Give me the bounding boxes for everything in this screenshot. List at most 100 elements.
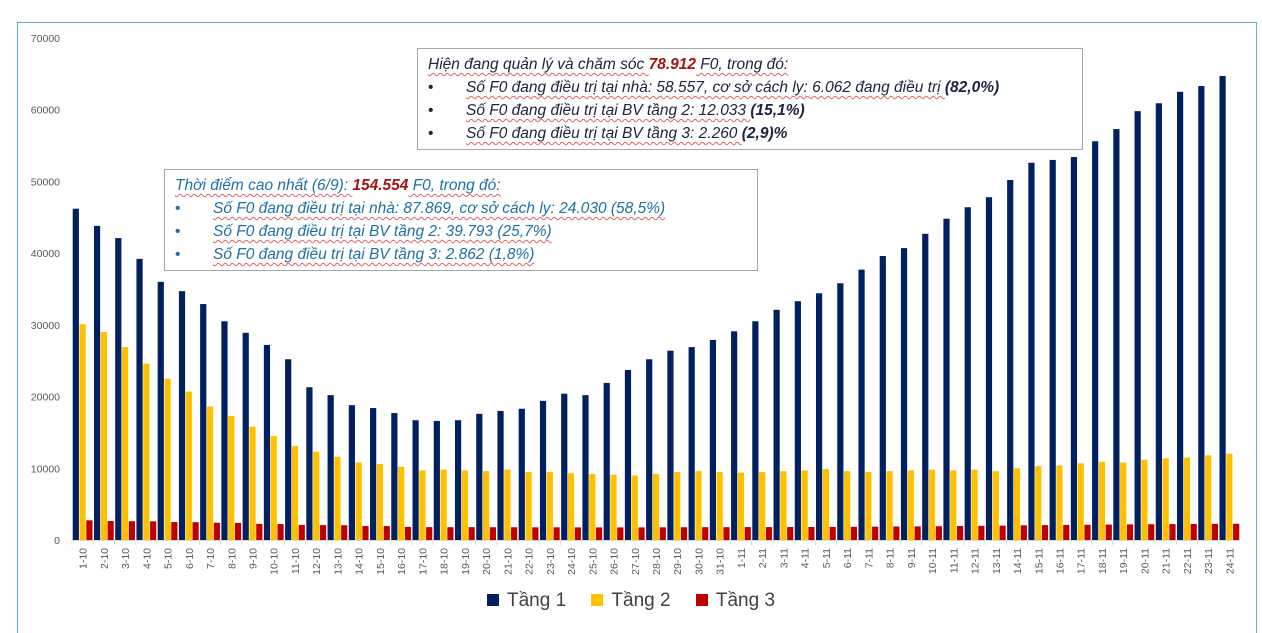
line-percent: (2,9)% bbox=[741, 125, 788, 142]
bar-tang-1-1-10 bbox=[72, 208, 79, 540]
x-tick-label: 2-10 bbox=[99, 548, 111, 569]
bar-tang-3-27-10 bbox=[638, 527, 645, 540]
bar-tang-1-10-10 bbox=[263, 344, 271, 540]
bar-tang-1-7-10 bbox=[200, 304, 207, 540]
x-tick-label: 21-11 bbox=[1161, 548, 1173, 574]
x-tick-label: 24-10 bbox=[566, 548, 578, 575]
bar-tang-2-19-11 bbox=[1120, 462, 1127, 540]
x-tick-label: 20-11 bbox=[1139, 548, 1151, 574]
bar-tang-1-24-11 bbox=[1219, 76, 1226, 540]
bar-tang-1-2-10 bbox=[93, 225, 101, 541]
bar-tang-2-24-10 bbox=[567, 473, 575, 540]
bar-tang-2-5-11 bbox=[822, 469, 829, 540]
bullet-icon: • bbox=[175, 246, 181, 263]
bullet-icon: • bbox=[175, 223, 181, 240]
x-tick-label: 31-10 bbox=[715, 548, 727, 575]
annotation-line: • Số F0 đang điều trị tại BV tầng 3: 2.86… bbox=[175, 243, 747, 266]
line-text: Số F0 đang điều trị tại BV tầng 2: 12.03… bbox=[466, 102, 751, 119]
bullet-icon: • bbox=[428, 102, 434, 119]
bar-tang-3-11-11 bbox=[957, 526, 964, 540]
chart-frame bbox=[17, 22, 1257, 633]
x-tick-label: 13-11 bbox=[991, 548, 1003, 574]
bar-tang-1-24-10 bbox=[561, 393, 568, 540]
bar-tang-2-2-10 bbox=[100, 332, 107, 540]
bar-tang-2-18-10 bbox=[440, 469, 447, 540]
bar-tang-2-3-11 bbox=[780, 471, 787, 540]
bar-tang-2-19-10 bbox=[461, 470, 468, 540]
x-tick-label: 30-10 bbox=[693, 548, 705, 575]
line-percent: (82,0%) bbox=[944, 79, 1000, 96]
bar-tang-3-9-10 bbox=[256, 523, 263, 540]
bar-tang-2-6-10 bbox=[185, 391, 192, 540]
bar-tang-3-20-10 bbox=[489, 527, 497, 540]
bar-tang-1-22-11 bbox=[1177, 91, 1184, 541]
x-tick-label: 18-11 bbox=[1097, 548, 1109, 574]
bar-tang-2-6-11 bbox=[844, 471, 851, 540]
bar-tang-2-2-11 bbox=[759, 471, 766, 540]
bar-tang-1-14-11 bbox=[1007, 179, 1014, 540]
bar-tang-3-12-11 bbox=[978, 525, 985, 540]
bar-tang-3-14-11 bbox=[1020, 525, 1027, 540]
bar-tang-2-21-11 bbox=[1162, 458, 1169, 540]
bar-tang-3-9-11 bbox=[914, 526, 921, 540]
x-tick-label: 19-11 bbox=[1118, 548, 1130, 574]
x-tick-label: 24-11 bbox=[1224, 548, 1236, 574]
bar-tang-1-11-10 bbox=[285, 359, 292, 540]
bar-tang-2-7-10 bbox=[206, 406, 214, 540]
bar-tang-2-3-10 bbox=[121, 347, 129, 540]
line-text: Số F0 đang điều trị tại BV tầng 3: 2.862… bbox=[213, 246, 535, 263]
bar-tang-1-20-10 bbox=[476, 413, 483, 540]
bar-tang-1-28-10 bbox=[646, 359, 653, 540]
bar-tang-3-19-11 bbox=[1126, 524, 1134, 540]
annotation-title-suffix: F0, trong đó: bbox=[696, 56, 789, 73]
bar-tang-1-20-11 bbox=[1134, 111, 1141, 541]
x-tick-label: 8-10 bbox=[226, 548, 238, 569]
bar-tang-2-13-11 bbox=[992, 471, 999, 540]
x-tick-label: 7-11 bbox=[863, 548, 875, 568]
bar-tang-1-3-10 bbox=[115, 238, 122, 540]
bar-tang-2-27-10 bbox=[631, 475, 638, 540]
x-tick-label: 7-10 bbox=[205, 548, 217, 569]
bar-tang-1-10-11 bbox=[922, 233, 929, 540]
bar-tang-3-16-11 bbox=[1063, 524, 1070, 540]
x-tick-label: 27-10 bbox=[630, 548, 642, 575]
current-status-annotation: Hiện đang quản lý và chăm sóc 78.912 F0,… bbox=[417, 48, 1083, 150]
bar-tang-3-2-10 bbox=[107, 520, 114, 540]
bar-tang-2-4-10 bbox=[143, 363, 150, 540]
bar-tang-2-21-10 bbox=[504, 469, 511, 540]
line-percent: (15,1%) bbox=[750, 102, 805, 119]
y-tick-label: 70000 bbox=[31, 33, 60, 45]
line-text: Số F0 đang điều trị tại BV tầng 3: 2.260 bbox=[466, 125, 742, 142]
bar-tang-3-20-11 bbox=[1148, 524, 1155, 540]
bar-tang-1-27-10 bbox=[624, 370, 632, 540]
bar-tang-3-21-11 bbox=[1169, 524, 1176, 540]
bar-tang-2-22-10 bbox=[525, 471, 532, 540]
x-tick-label: 15-11 bbox=[1033, 548, 1045, 574]
bar-tang-3-7-10 bbox=[213, 522, 220, 540]
bar-tang-2-1-11 bbox=[737, 472, 745, 540]
x-tick-label: 12-11 bbox=[970, 548, 982, 574]
bar-tang-2-17-11 bbox=[1077, 463, 1084, 540]
annotation-line: • Số F0 đang điều trị tại nhà: 87.869, cơ… bbox=[175, 197, 747, 220]
bar-tang-1-17-10 bbox=[412, 420, 419, 540]
y-tick-label: 50000 bbox=[31, 176, 60, 188]
bar-tang-1-23-10 bbox=[539, 400, 547, 540]
x-tick-label: 8-11 bbox=[885, 548, 897, 568]
bar-tang-1-2-11 bbox=[752, 321, 759, 540]
x-tick-label: 9-11 bbox=[906, 548, 918, 568]
bar-tang-3-8-10 bbox=[234, 522, 242, 540]
bar-tang-2-12-11 bbox=[971, 469, 978, 540]
bar-tang-3-28-10 bbox=[659, 527, 666, 540]
x-tick-label: 9-10 bbox=[248, 548, 260, 569]
bar-tang-1-1-11 bbox=[731, 331, 738, 540]
annotation-title: Thời điểm cao nhất (6/9): bbox=[175, 177, 353, 194]
bullet-icon: • bbox=[428, 125, 434, 142]
x-tick-label: 20-10 bbox=[481, 548, 493, 575]
bar-tang-2-14-11 bbox=[1013, 468, 1021, 540]
bar-tang-1-18-11 bbox=[1092, 141, 1099, 541]
bar-tang-2-8-10 bbox=[228, 415, 235, 540]
x-tick-label: 14-10 bbox=[354, 548, 366, 575]
bar-tang-2-14-10 bbox=[355, 462, 362, 540]
bar-tang-1-4-11 bbox=[794, 301, 801, 540]
peak-annotation: Thời điểm cao nhất (6/9): 154.554 F0, tr… bbox=[164, 169, 758, 271]
